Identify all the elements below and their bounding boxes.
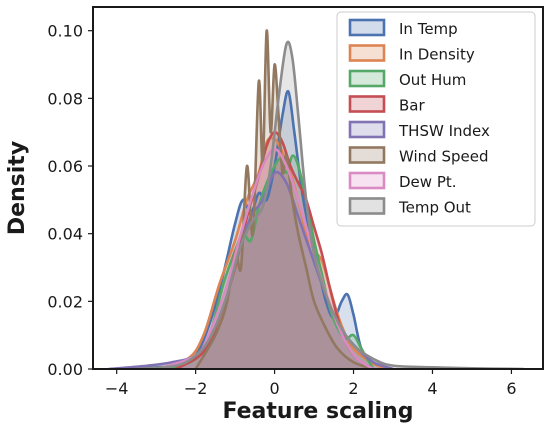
legend-swatch	[348, 146, 386, 164]
x-tick-label: −2	[184, 379, 208, 398]
density-line-5	[194, 29, 375, 369]
legend-label: In Density	[399, 46, 475, 64]
y-tick-label: 0.00	[47, 360, 83, 379]
plot-frame	[92, 6, 544, 370]
y-tick-label: 0.06	[47, 157, 83, 176]
legend-label: Wind Speed	[399, 148, 489, 166]
x-axis-label: Feature scaling	[223, 399, 414, 424]
x-tick-label: 0	[269, 379, 279, 398]
legend-swatch	[348, 197, 386, 215]
density-line-7	[135, 40, 525, 369]
x-tick-label: 4	[427, 379, 437, 398]
density-line-6	[154, 147, 375, 369]
x-tick-label: 2	[348, 379, 358, 398]
x-tick-label: −4	[105, 379, 129, 398]
legend-label: Out Hum	[399, 71, 466, 89]
legend-swatch	[348, 95, 386, 113]
legend: In Temp In Density Out Hum Bar THSW Index Win…	[336, 11, 536, 227]
legend-label: In Temp	[399, 20, 458, 38]
y-tick-label: 0.02	[47, 292, 83, 311]
density-fill-5	[195, 30, 374, 369]
legend-box	[336, 11, 536, 227]
legend-swatch	[348, 120, 386, 139]
legend-swatch	[348, 44, 386, 62]
legend-swatch	[348, 69, 386, 88]
plot-area	[107, 29, 525, 369]
x-tick-label: 6	[506, 379, 516, 398]
legend-label: Temp Out	[398, 199, 471, 217]
y-tick-label: 0.04	[47, 225, 83, 244]
y-tick-label: 0.10	[47, 22, 83, 41]
legend-label: Dew Pt.	[399, 173, 457, 191]
legend-label: THSW Index	[398, 122, 490, 140]
y-tick-label: 0.08	[47, 89, 83, 108]
legend-swatch	[348, 171, 386, 190]
legend-swatch	[348, 18, 386, 37]
density-fill-7	[136, 41, 524, 369]
axis-ticks: −4 −2 0 2 4 6 0.00 0.02 0.04 0.06 0.08 0.10	[47, 22, 516, 398]
legend-label: Bar	[399, 97, 425, 115]
y-axis-label: Density	[5, 141, 30, 235]
